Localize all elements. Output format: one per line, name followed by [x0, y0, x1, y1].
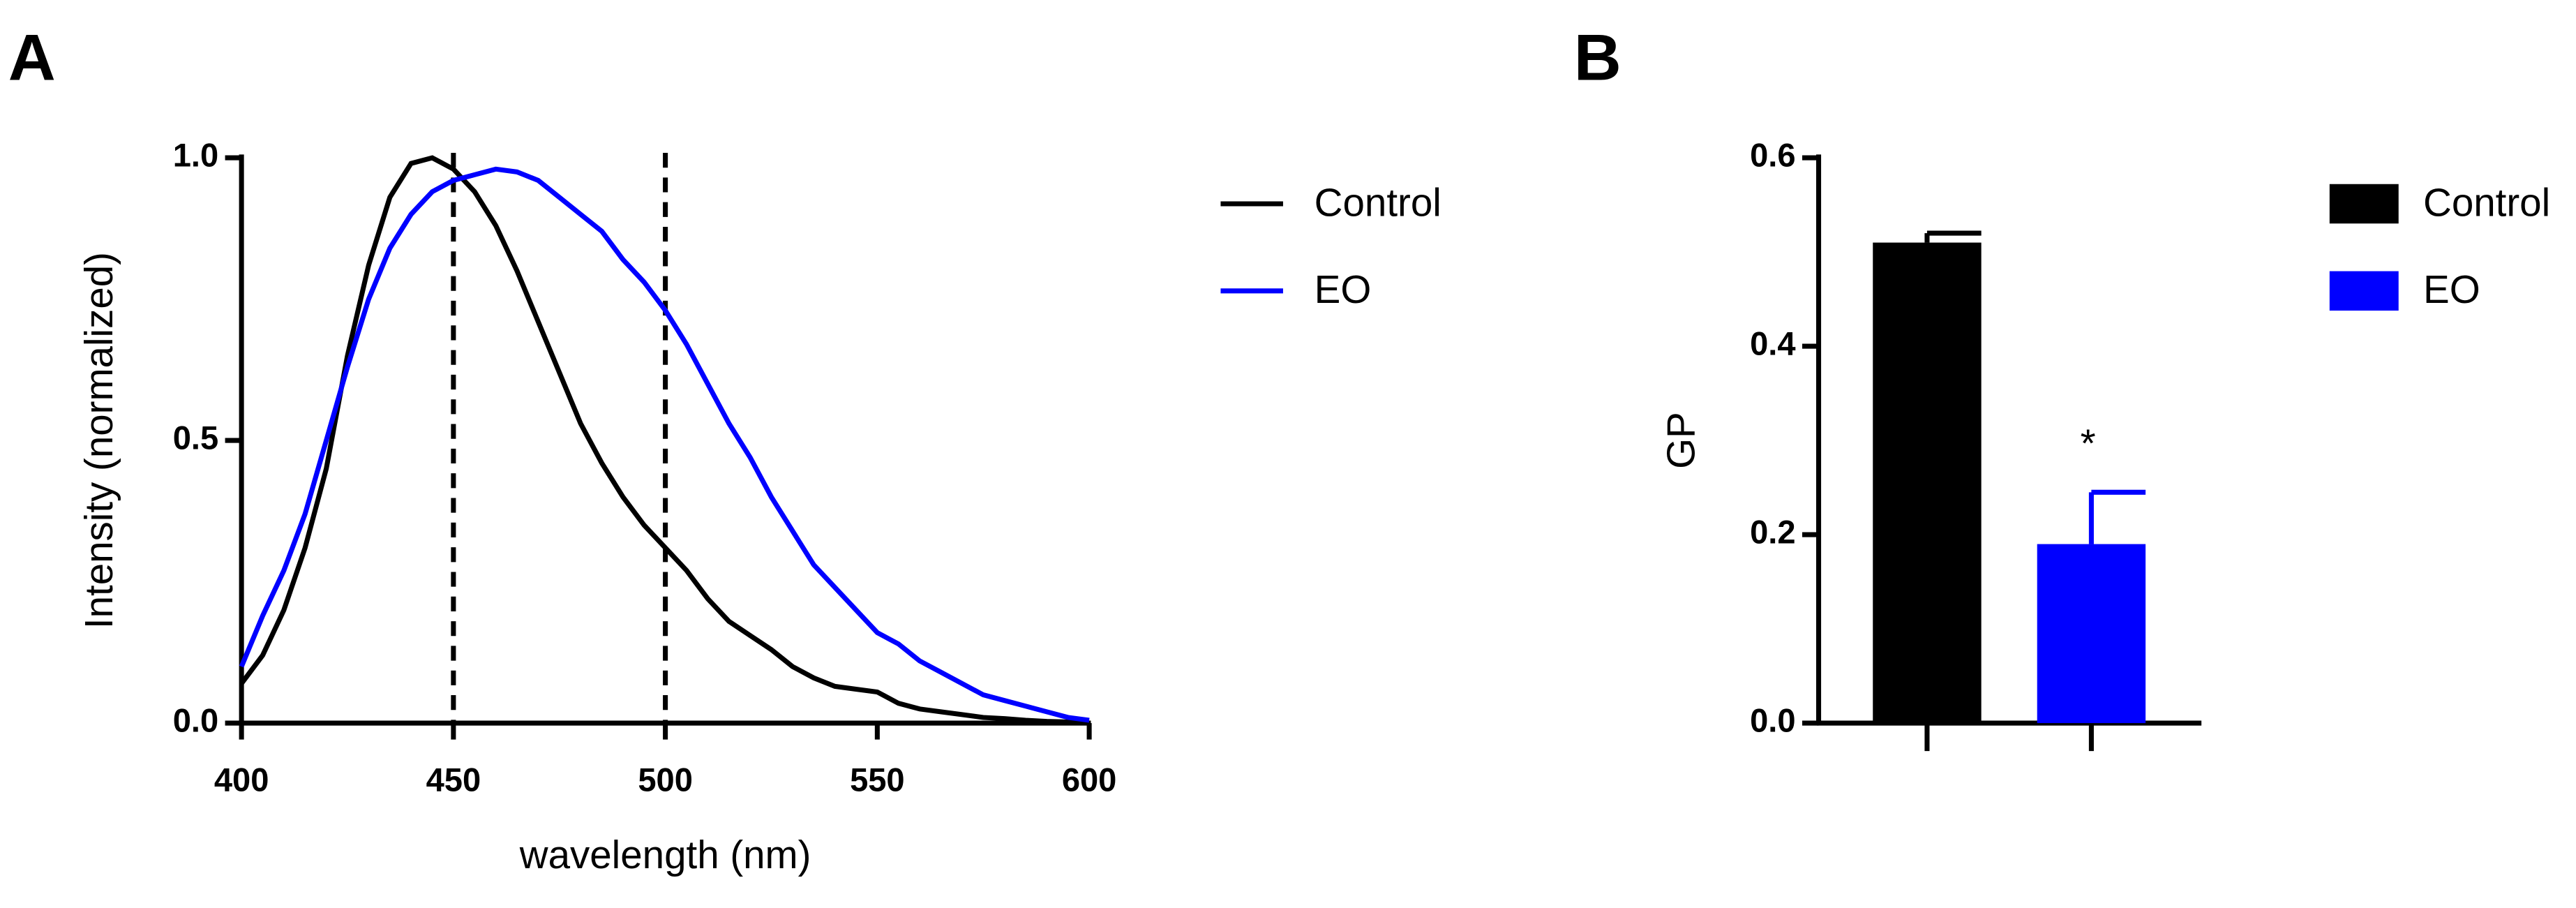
- x-axis-label: wavelength (nm): [519, 833, 811, 877]
- y-axis-label: Intensity (normalized): [77, 252, 121, 629]
- x-tick-label: 500: [638, 761, 693, 798]
- y-tick-label: 0.6: [1750, 137, 1795, 174]
- bar: [2037, 544, 2146, 724]
- y-tick-label: 0.2: [1750, 514, 1795, 551]
- x-tick-label: 600: [1062, 761, 1117, 798]
- y-axis-label: GP: [1658, 412, 1702, 469]
- bar: [1873, 242, 1982, 724]
- panel-label: B: [1574, 20, 1622, 94]
- panel-label: A: [8, 20, 56, 94]
- y-tick-label: 0.0: [1750, 702, 1795, 739]
- y-tick-label: 1.0: [173, 137, 218, 174]
- legend-label: Control: [1315, 180, 1441, 224]
- y-tick-label: 0.4: [1750, 325, 1795, 362]
- data-line: [239, 166, 1090, 723]
- significance-label: *: [2081, 421, 2096, 465]
- legend-label: Control: [2423, 180, 2550, 224]
- legend-label: EO: [2423, 267, 2480, 311]
- data-line: [239, 155, 1090, 726]
- legend-swatch: [2329, 271, 2399, 311]
- legend-swatch: [2329, 184, 2399, 224]
- x-tick-label: 450: [426, 761, 481, 798]
- y-tick-label: 0.5: [173, 419, 218, 456]
- legend-label: EO: [1315, 267, 1372, 311]
- x-tick-label: 400: [214, 761, 269, 798]
- x-tick-label: 550: [850, 761, 905, 798]
- y-tick-label: 0.0: [173, 702, 218, 739]
